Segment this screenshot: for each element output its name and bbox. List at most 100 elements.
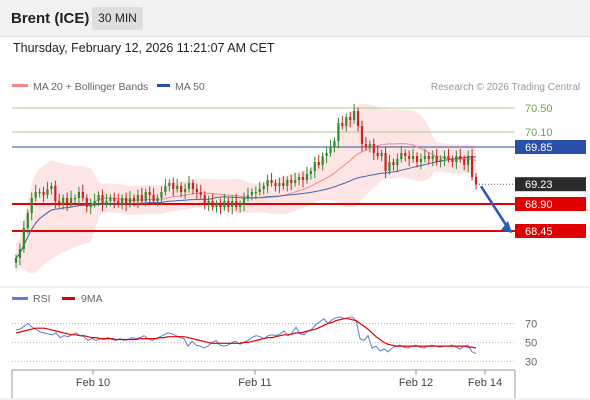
candle (164, 178, 167, 196)
candle-body (66, 198, 69, 204)
candle-body (467, 156, 470, 165)
candle (85, 194, 88, 213)
candle (278, 177, 281, 194)
candle-body (227, 201, 230, 207)
candle-body (156, 198, 159, 201)
candle-body (313, 162, 316, 171)
candle-body (384, 153, 387, 171)
watermark: Research © 2026 Trading Central (431, 82, 580, 93)
candle-body (97, 195, 100, 201)
candle-body (290, 180, 293, 183)
rsi-tick-50: 50 (525, 337, 537, 349)
timeframe-button[interactable]: 30 MIN (92, 7, 143, 30)
candle-body (109, 198, 112, 201)
candle (34, 184, 37, 202)
candle (297, 173, 301, 186)
candle-body (203, 195, 206, 204)
candle-body (282, 183, 285, 186)
candle (467, 150, 470, 173)
candle (463, 155, 466, 171)
candle (470, 148, 474, 181)
candle-body (46, 189, 49, 195)
candle-body (246, 195, 250, 198)
instrument-title: Brent (ICE) (11, 10, 90, 27)
candle (239, 200, 242, 213)
candle-body (148, 192, 151, 195)
candle (77, 186, 81, 206)
candle-body (419, 159, 423, 162)
candle-body (136, 195, 139, 201)
candle-body (329, 147, 332, 153)
candle (97, 191, 100, 207)
candle (168, 179, 171, 192)
candle (235, 193, 238, 211)
candle-body (77, 192, 81, 198)
candle-body (349, 117, 352, 120)
candle (313, 156, 316, 179)
candle (266, 174, 269, 194)
level-label-69.85: 69.85 (525, 142, 553, 154)
candle (360, 120, 364, 152)
candle-body (439, 159, 442, 162)
candle (368, 140, 371, 153)
candle (290, 174, 293, 191)
candle-body (451, 159, 454, 162)
candle (427, 152, 430, 165)
candle (227, 197, 230, 213)
candle (242, 192, 246, 212)
candle-body (38, 192, 41, 194)
candle (321, 152, 324, 171)
rsi-legend-label: RSI (33, 293, 51, 305)
candle-body (372, 144, 375, 153)
candle-body (195, 189, 198, 192)
candle (388, 154, 391, 175)
candle (211, 193, 214, 211)
candle-body (223, 201, 226, 207)
candle-body (207, 201, 210, 204)
candle (109, 194, 112, 207)
candle-body (128, 198, 132, 204)
candle (435, 148, 438, 166)
candle-body (34, 192, 37, 198)
candle-body (443, 156, 446, 159)
candle (128, 190, 132, 208)
bottom-border (0, 398, 590, 400)
candle (415, 152, 419, 168)
candle-body (183, 189, 187, 192)
candle-body (152, 195, 155, 201)
candle (195, 183, 198, 200)
candle (140, 187, 143, 205)
candle-body (435, 156, 438, 162)
candle (341, 115, 344, 130)
candle (187, 175, 191, 193)
arrow-head (501, 221, 512, 233)
candle-body (117, 201, 120, 204)
x-tick-label: Feb 11 (238, 377, 271, 389)
price-levels (12, 107, 515, 232)
candle (474, 173, 478, 190)
candle-body (132, 198, 136, 201)
candle (81, 184, 84, 202)
candle-body (408, 156, 411, 159)
top-bar: Brent (ICE) 30 MIN (0, 0, 590, 37)
candle-body (58, 201, 61, 204)
candle-body (164, 186, 167, 192)
candle-body (69, 198, 73, 204)
candle (26, 209, 29, 234)
candle (411, 148, 415, 163)
arrow-shaft (479, 185, 510, 229)
candle-body (431, 156, 434, 159)
candle-body (180, 186, 183, 192)
candle-body (160, 192, 163, 198)
candle-body (301, 177, 305, 180)
candle (132, 194, 136, 207)
rsi-lines (15, 316, 477, 355)
candle (349, 111, 352, 128)
candle-body (297, 177, 301, 180)
candle-body (176, 186, 179, 189)
candle (254, 186, 257, 200)
candle-body (105, 201, 108, 204)
rsi-ma-line (15, 318, 477, 349)
candle-body (73, 198, 77, 200)
candle (199, 184, 202, 199)
